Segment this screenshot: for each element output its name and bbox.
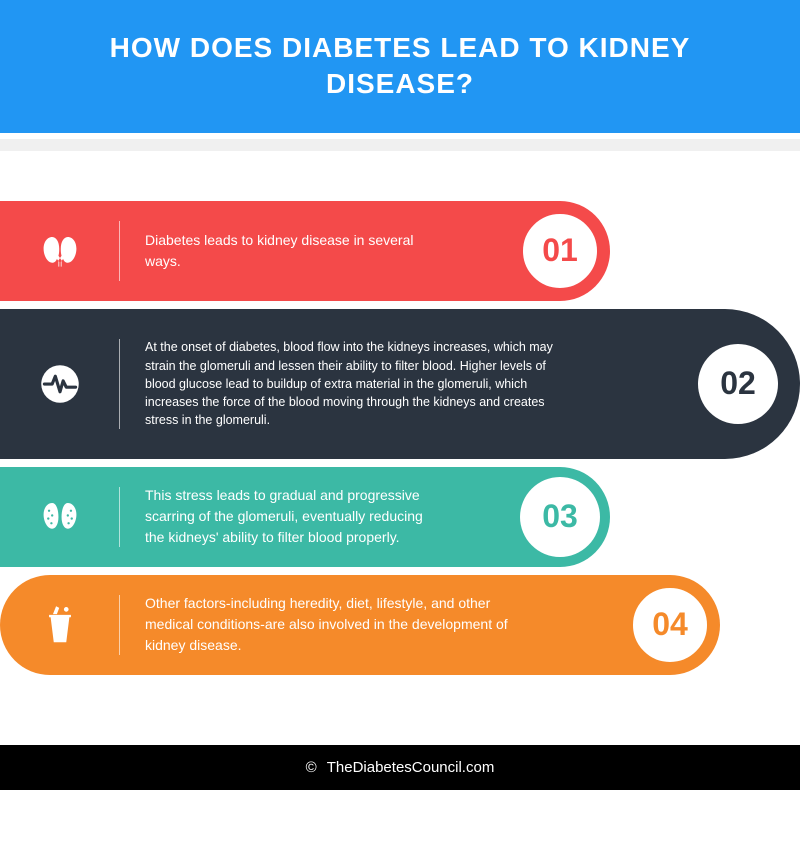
step-text-1: Diabetes leads to kidney disease in seve… <box>120 230 450 272</box>
step-number-1: 01 <box>520 211 600 291</box>
step-bar-3: This stress leads to gradual and progres… <box>0 467 610 567</box>
step-text-3: This stress leads to gradual and progres… <box>120 485 450 548</box>
kidneys-dotted-icon <box>35 492 85 542</box>
page-title: HOW DOES DIABETES LEAD TO KIDNEY DISEASE… <box>60 30 740 103</box>
bottom-gap <box>0 790 800 814</box>
heartbeat-icon <box>35 359 85 409</box>
icon-box-2 <box>0 309 120 459</box>
step-number-4: 04 <box>630 585 710 665</box>
steps-list: Diabetes leads to kidney disease in seve… <box>0 201 800 675</box>
step-number-3: 03 <box>520 477 600 557</box>
icon-box-1 <box>0 201 120 301</box>
step-number-2: 02 <box>698 344 778 424</box>
footer-bar: © TheDiabetesCouncil.com <box>0 745 800 790</box>
footer-text: TheDiabetesCouncil.com <box>327 759 495 776</box>
copyright-icon: © <box>306 759 317 776</box>
step-row-2: At the onset of diabetes, blood flow int… <box>0 309 800 459</box>
step-text-4: Other factors-including heredity, diet, … <box>120 593 560 656</box>
step-bar-1: Diabetes leads to kidney disease in seve… <box>0 201 610 301</box>
icon-box-3 <box>0 467 120 567</box>
step-row-1: Diabetes leads to kidney disease in seve… <box>0 201 800 301</box>
icon-box-4 <box>0 575 120 675</box>
infographic-container: HOW DOES DIABETES LEAD TO KIDNEY DISEASE… <box>0 0 800 814</box>
kidneys-icon <box>35 226 85 276</box>
step-bar-4: Other factors-including heredity, diet, … <box>0 575 720 675</box>
step-row-4: Other factors-including heredity, diet, … <box>0 575 800 675</box>
header-gap <box>0 139 800 151</box>
step-bar-2: At the onset of diabetes, blood flow int… <box>0 309 800 459</box>
drink-icon <box>35 600 85 650</box>
step-text-2: At the onset of diabetes, blood flow int… <box>120 338 600 429</box>
header-banner: HOW DOES DIABETES LEAD TO KIDNEY DISEASE… <box>0 0 800 133</box>
step-row-3: This stress leads to gradual and progres… <box>0 467 800 567</box>
